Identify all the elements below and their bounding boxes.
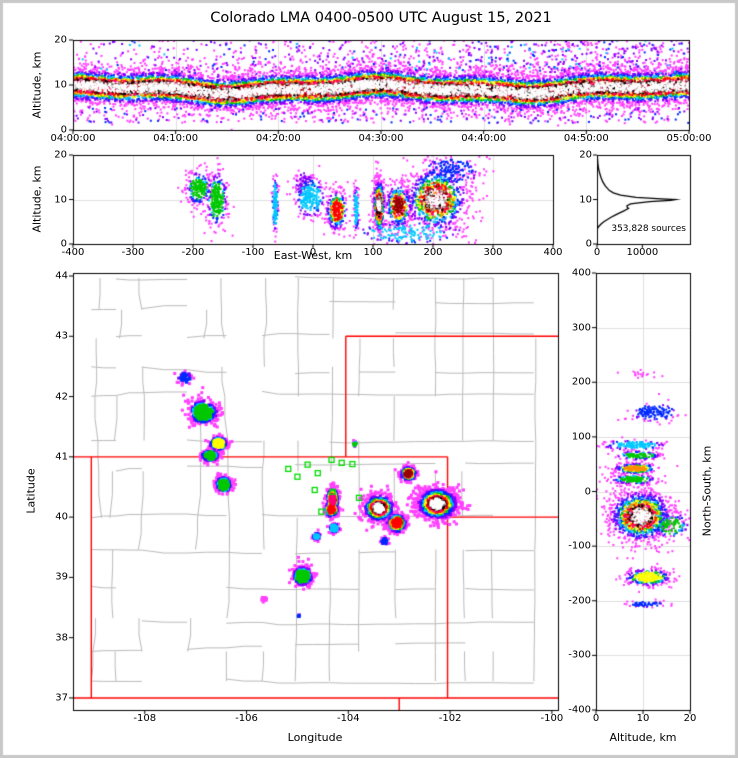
- longitude-axis-tick: -100: [540, 713, 564, 724]
- time-panel-ylabel: Altitude, km: [30, 51, 44, 119]
- time-axis-tick: 04:00:00: [50, 133, 96, 144]
- north-south-axis-tick: 400: [571, 267, 591, 279]
- longitude-axis-tick: -102: [438, 713, 462, 724]
- east-west-axis-tick: -100: [241, 247, 265, 258]
- map-xlabel: Longitude: [287, 731, 343, 744]
- latitude-axis-tick: 44: [55, 270, 68, 282]
- time-axis-tick: 04:20:00: [255, 133, 301, 144]
- altitude-axis-tick: 10: [54, 194, 67, 205]
- east-west-axis-tick: 0: [309, 247, 317, 258]
- altitude-axis-tick: 0: [585, 238, 592, 250]
- map-ylabel: Latitude: [24, 468, 38, 514]
- altitude-axis-tick: 20: [683, 713, 697, 724]
- altitude-axis-tick: 20: [579, 149, 592, 161]
- latitude-axis-tick: 37: [55, 692, 68, 704]
- chart-title: Colorado LMA 0400-0500 UTC August 15, 20…: [210, 10, 552, 26]
- north-south-axis-tick: 200: [571, 376, 591, 388]
- time-axis-tick: 04:10:00: [153, 133, 199, 144]
- latitude-axis-tick: 39: [55, 571, 68, 583]
- east-west-axis-tick: -400: [61, 247, 85, 258]
- latitude-axis-tick: 38: [55, 632, 68, 644]
- east-west-axis-tick: 100: [363, 247, 383, 258]
- east-west-axis-tick: 200: [423, 247, 443, 258]
- altitude-axis-tick: 20: [54, 34, 67, 46]
- histogram-count-axis-tick: 0: [593, 247, 601, 258]
- latitude-axis-tick: 42: [55, 391, 68, 403]
- altitude-axis-tick: 0: [60, 124, 67, 136]
- time-axis-tick: 04:40:00: [461, 133, 507, 144]
- north-south-axis-tick: -400: [568, 704, 591, 716]
- latitude-axis-tick: 43: [55, 330, 68, 342]
- altitude-axis-tick: 0: [60, 238, 67, 250]
- east-west-axis-tick: 300: [483, 247, 503, 258]
- time-axis-tick: 04:30:00: [358, 133, 404, 144]
- ns-panel-xlabel: Altitude, km: [609, 731, 677, 744]
- altitude-axis-tick: 0: [592, 713, 600, 724]
- east-west-axis-tick: -200: [181, 247, 205, 258]
- east-west-axis-tick: 400: [543, 247, 563, 258]
- latitude-axis-tick: 41: [55, 451, 68, 463]
- altitude-axis-tick: 20: [54, 149, 67, 161]
- ew-panel-xlabel: East-West, km: [273, 249, 353, 262]
- north-south-axis-tick: -100: [568, 540, 591, 552]
- altitude-axis-tick: 10: [636, 713, 650, 724]
- longitude-axis-tick: -104: [336, 713, 360, 724]
- north-south-axis-tick: -200: [568, 595, 591, 607]
- source-count-annotation: 353,828 sources: [611, 224, 686, 234]
- altitude-axis-tick: 10: [54, 79, 67, 91]
- ns-panel-ylabel: North-South, km: [700, 445, 714, 537]
- histogram-count-axis-tick: 10000: [626, 247, 659, 258]
- north-south-axis-tick: 300: [571, 322, 591, 334]
- east-west-axis-tick: -300: [121, 247, 145, 258]
- time-axis-tick: 05:00:00: [666, 133, 712, 144]
- north-south-axis-tick: -300: [568, 649, 591, 661]
- north-south-axis-tick: 0: [584, 486, 591, 497]
- longitude-axis-tick: -106: [235, 713, 258, 724]
- longitude-axis-tick: -108: [133, 713, 157, 724]
- altitude-axis-tick: 10: [579, 194, 592, 205]
- ew-panel-ylabel: Altitude, km: [30, 165, 44, 233]
- time-axis-tick: 04:50:00: [563, 133, 609, 144]
- latitude-axis-tick: 40: [55, 511, 68, 523]
- north-south-axis-tick: 100: [571, 431, 591, 443]
